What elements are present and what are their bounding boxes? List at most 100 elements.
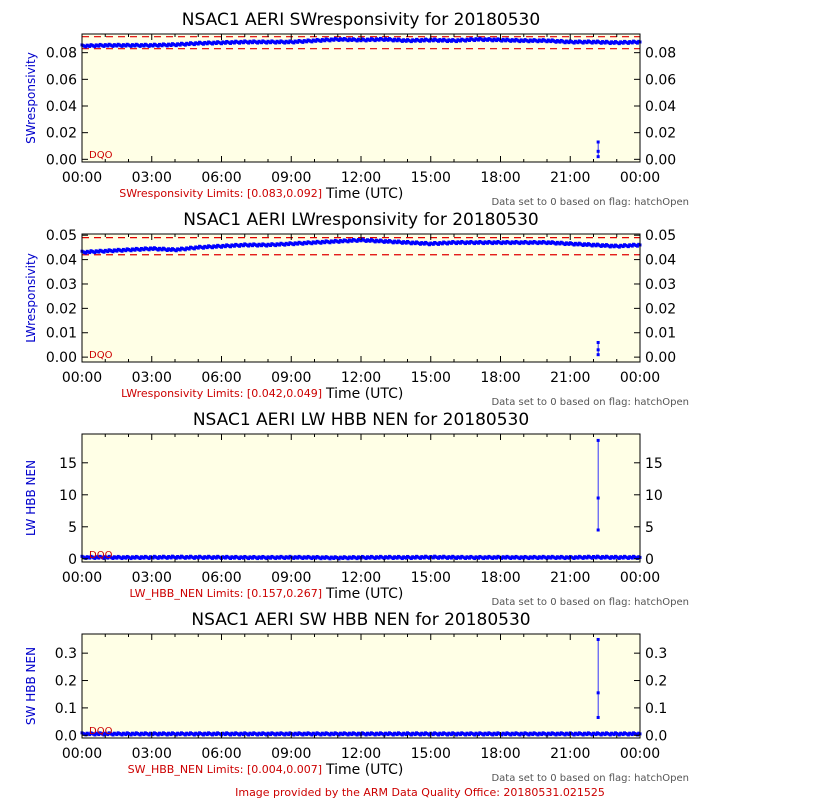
data-point xyxy=(400,557,404,561)
data-point xyxy=(382,556,386,560)
data-series xyxy=(80,36,642,49)
data-point xyxy=(88,44,92,48)
data-point xyxy=(455,242,459,246)
data-point xyxy=(147,733,151,737)
data-point xyxy=(368,733,372,737)
data-point xyxy=(251,556,254,560)
data-point xyxy=(504,39,508,43)
data-point xyxy=(599,41,603,45)
y-tick-label-right: 0.00 xyxy=(645,152,676,168)
data-point xyxy=(337,38,341,42)
data-point xyxy=(142,44,146,48)
spike-point xyxy=(596,155,600,159)
data-point xyxy=(413,733,417,737)
data-point xyxy=(572,243,576,247)
data-point xyxy=(301,242,305,246)
data-point xyxy=(88,556,92,560)
data-point xyxy=(133,556,137,560)
data-point xyxy=(201,42,205,46)
y-tick-label: 0.0 xyxy=(55,728,77,744)
flag-note: Data set to 0 based on flag: hatchOpen xyxy=(491,597,689,608)
y-tick-label-right: 0.02 xyxy=(645,301,676,317)
data-point xyxy=(594,733,598,737)
data-point xyxy=(612,733,616,737)
data-point xyxy=(612,245,616,249)
x-tick-label: 06:00 xyxy=(201,370,241,386)
x-tick-label: 09:00 xyxy=(271,570,311,586)
data-point xyxy=(169,248,173,252)
data-point xyxy=(256,41,260,45)
data-point xyxy=(518,40,522,44)
data-point xyxy=(373,556,377,560)
data-point xyxy=(256,557,260,561)
data-point xyxy=(97,556,101,560)
data-point xyxy=(404,733,408,737)
data-point xyxy=(527,557,531,561)
data-point xyxy=(97,733,101,737)
data-point xyxy=(355,557,359,561)
y-tick-label: 0.02 xyxy=(46,301,77,317)
y-tick-label-right: 10 xyxy=(645,488,663,504)
data-point xyxy=(558,242,562,246)
data-point xyxy=(120,733,124,737)
data-point xyxy=(455,733,459,737)
data-point xyxy=(169,733,173,737)
spike-point xyxy=(596,438,600,442)
data-point xyxy=(350,556,354,560)
data-point xyxy=(169,556,173,560)
data-point xyxy=(187,247,191,251)
x-tick-label: 09:00 xyxy=(271,746,311,762)
data-point xyxy=(576,733,580,737)
data-point xyxy=(635,41,639,45)
data-point xyxy=(531,39,535,43)
data-point xyxy=(437,733,440,737)
y-tick-label: 5 xyxy=(68,520,77,536)
data-point xyxy=(364,557,368,561)
y-tick-label: 0 xyxy=(68,552,77,568)
data-point xyxy=(214,245,218,249)
data-point xyxy=(440,733,444,737)
data-point xyxy=(599,556,603,560)
data-point xyxy=(545,733,549,737)
data-point xyxy=(102,44,106,48)
data-point xyxy=(355,733,359,737)
data-point xyxy=(314,241,318,245)
data-point xyxy=(151,247,155,251)
data-point xyxy=(572,41,576,45)
data-point xyxy=(621,245,625,249)
data-point xyxy=(102,250,106,254)
data-point xyxy=(409,242,413,246)
data-point xyxy=(567,41,571,45)
data-point xyxy=(214,556,218,560)
data-point xyxy=(576,556,580,560)
data-point xyxy=(88,733,92,737)
x-tick-label: 21:00 xyxy=(550,746,590,762)
data-point xyxy=(626,245,630,249)
data-point xyxy=(522,733,526,737)
data-point xyxy=(364,39,368,43)
data-point xyxy=(160,44,164,48)
data-point xyxy=(106,556,110,560)
data-point xyxy=(630,556,634,560)
data-point xyxy=(346,557,350,561)
data-point xyxy=(482,39,486,43)
chart-panel-4: NSAC1 AERI SW HBB NEN for 20180530 00:00 0… xyxy=(24,610,689,784)
data-point xyxy=(404,241,408,245)
data-point xyxy=(120,44,124,48)
data-point xyxy=(495,556,499,560)
y-tick-label: 0.08 xyxy=(46,46,77,62)
data-point xyxy=(581,556,585,560)
data-point xyxy=(205,246,209,250)
data-point xyxy=(373,240,377,244)
data-point xyxy=(296,242,300,246)
data-point xyxy=(196,246,200,250)
data-point xyxy=(395,556,399,560)
flag-note: Data set to 0 based on flag: hatchOpen xyxy=(491,773,689,784)
data-point xyxy=(223,245,227,249)
x-tick-label: 09:00 xyxy=(271,370,311,386)
data-point xyxy=(201,556,205,560)
data-point xyxy=(337,733,341,737)
y-tick-label-right: 0.04 xyxy=(645,253,676,269)
data-point xyxy=(486,38,490,42)
chart-panel-1: NSAC1 AERI SWresponsivity for 20180530 00… xyxy=(24,10,689,208)
